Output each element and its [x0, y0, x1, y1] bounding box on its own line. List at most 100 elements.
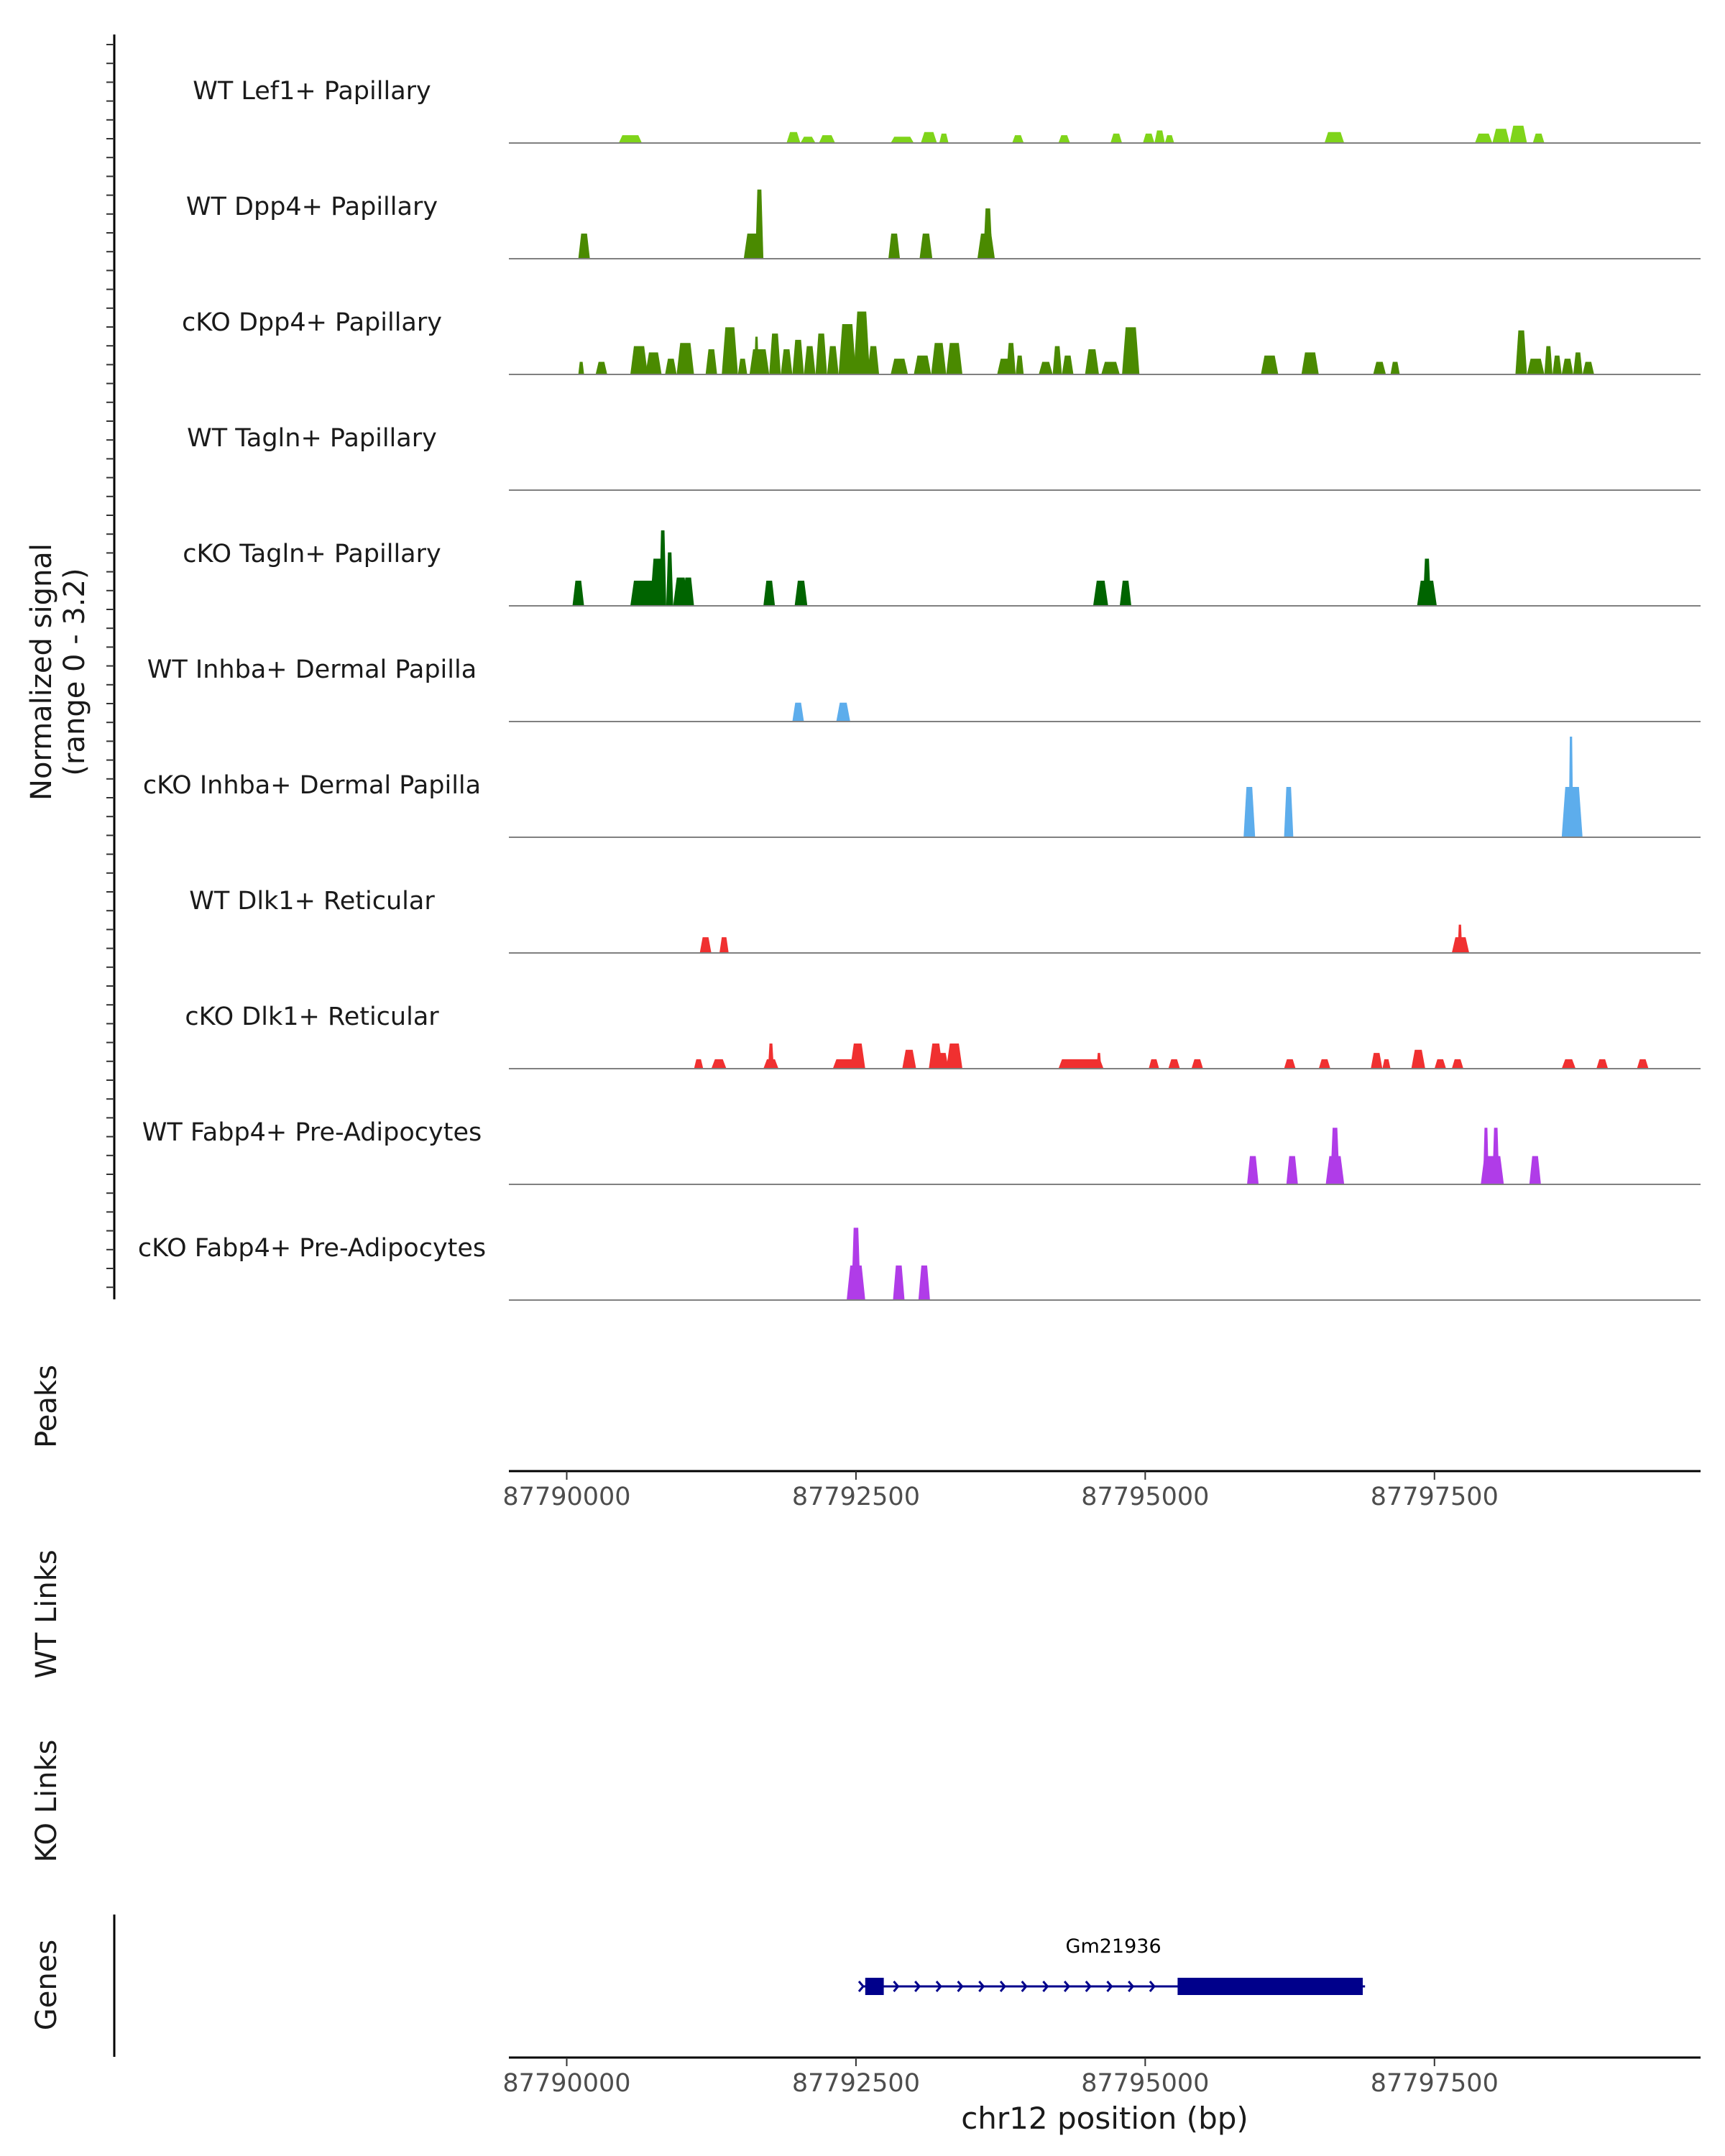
gene-name-label: Gm21936 — [1066, 1935, 1162, 1958]
coverage-peak — [1016, 355, 1024, 374]
coverage-peak — [1261, 355, 1279, 374]
coverage-peak — [722, 327, 738, 374]
coverage-peak — [1284, 787, 1294, 837]
coverage-peak — [827, 346, 839, 374]
coverage-peak — [921, 132, 937, 143]
coverage-peak — [595, 361, 607, 374]
coverage-peak — [983, 208, 993, 259]
coverage-peak — [838, 324, 856, 374]
track-label: cKO Dlk1+ Reticular — [185, 1003, 439, 1031]
coverage-peak — [1301, 352, 1319, 374]
coverage-peak — [1422, 558, 1431, 606]
coverage-peak — [1561, 1059, 1576, 1069]
coverage-track: cKO Fabp4+ Pre-Adipocytes — [138, 1227, 1701, 1301]
x-tick-label: 87792500 — [792, 2069, 920, 2098]
ko-links-panel-label: KO Links — [30, 1740, 63, 1863]
coverage-track: cKO Dlk1+ Reticular — [185, 1003, 1701, 1069]
coverage-peak — [719, 937, 729, 953]
coverage-track: WT Dpp4+ Papillary — [186, 189, 1701, 259]
coverage-peak — [645, 352, 662, 374]
coverage-track: WT Inhba+ Dermal Papilla — [147, 655, 1701, 722]
coverage-peak — [891, 359, 908, 374]
coverage-peak — [1062, 355, 1074, 374]
coverage-peak — [749, 349, 770, 374]
peaks-panel-label: Peaks — [30, 1365, 63, 1448]
coverage-peak — [794, 581, 808, 606]
coverage-peak — [754, 336, 759, 374]
strand-arrow — [999, 1981, 1006, 1992]
track-label: WT Tagln+ Papillary — [187, 424, 437, 453]
strand-arrow — [1021, 1981, 1028, 1992]
strand-arrow — [1042, 1981, 1049, 1992]
coverage-peak — [1568, 737, 1573, 837]
coverage-peak — [792, 339, 804, 374]
coverage-peak — [902, 1049, 916, 1069]
coverage-peak — [781, 349, 793, 374]
coverage-peak — [618, 135, 643, 143]
x-tick-label: 87790000 — [502, 2069, 630, 2098]
coverage-peak — [1411, 1049, 1425, 1069]
coverage-peak — [1085, 349, 1099, 374]
coverage-peak — [851, 1227, 861, 1300]
coverage-peak — [1371, 1053, 1383, 1069]
coverage-peak — [1390, 361, 1400, 374]
x-tick-label: 87797500 — [1371, 2069, 1499, 2098]
coverage-peak — [853, 311, 870, 374]
strand-arrow — [1128, 1981, 1135, 1992]
coverage-peak — [1582, 361, 1594, 374]
track-label: cKO Dpp4+ Papillary — [182, 308, 442, 337]
coverage-peak — [1110, 133, 1123, 143]
strand-arrow — [935, 1981, 942, 1992]
coverage-peak — [1529, 1156, 1541, 1184]
coverage-peak — [786, 132, 801, 143]
coverage-track: cKO Tagln+ Papillary — [183, 530, 1701, 607]
coverage-y-ticks — [106, 44, 114, 1289]
coverage-ylabel-line1: Normalized signal — [25, 543, 58, 801]
coverage-peak — [1058, 1059, 1104, 1069]
coverage-peak — [937, 1053, 949, 1069]
coverage-peak — [893, 1265, 905, 1300]
coverage-peak — [815, 333, 827, 374]
coverage-peak — [1318, 1059, 1330, 1069]
strand-arrow — [857, 1981, 865, 1992]
x-tick-label: 87795000 — [1081, 2069, 1209, 2098]
coverage-peak — [1168, 1059, 1180, 1069]
coverage-peak — [737, 359, 748, 374]
coverage-peak — [1573, 352, 1583, 374]
coverage-track: WT Dlk1+ Reticular — [189, 887, 1701, 954]
coverage-peak — [1492, 129, 1510, 143]
strand-arrow — [1106, 1981, 1113, 1992]
coverage-peak — [1515, 330, 1527, 374]
coverage-peak — [1373, 361, 1386, 374]
coverage-peak — [946, 343, 962, 374]
coverage-peak — [1149, 1059, 1159, 1069]
coverage-peak — [868, 346, 880, 374]
coverage-track: WT Lef1+ Papillary — [193, 77, 1701, 144]
coverage-peak — [755, 189, 764, 259]
track-label: WT Dpp4+ Papillary — [186, 193, 438, 221]
coverage-peak — [1527, 359, 1545, 374]
coverage-peak — [939, 133, 949, 143]
strand-arrow — [978, 1981, 985, 1992]
coverage-peak — [768, 1044, 774, 1069]
coverage-peak — [1119, 581, 1131, 606]
coverage-peak — [946, 1044, 962, 1069]
coverage-peak — [1324, 132, 1345, 143]
strand-arrow — [1063, 1981, 1071, 1992]
coverage-peak — [1532, 133, 1545, 143]
strand-arrow — [1149, 1981, 1156, 1992]
track-label: cKO Inhba+ Dermal Papilla — [143, 771, 481, 800]
coverage-peak — [1561, 359, 1573, 374]
gene-exon — [1177, 1978, 1363, 1995]
coverage-peak — [1458, 924, 1463, 953]
coverage-peak — [1451, 1059, 1463, 1069]
coverage-peak — [1492, 1128, 1499, 1184]
coverage-peak — [1286, 1156, 1298, 1184]
coverage-peak — [1096, 1053, 1102, 1069]
genes-panel-label: Genes — [30, 1940, 63, 2030]
x-tick-label: 87795000 — [1081, 1483, 1209, 1511]
coverage-peak — [800, 137, 816, 143]
coverage-peak — [1092, 581, 1108, 606]
coverage-peak — [1483, 1128, 1489, 1184]
x-axis-title: chr12 position (bp) — [961, 2101, 1248, 2136]
